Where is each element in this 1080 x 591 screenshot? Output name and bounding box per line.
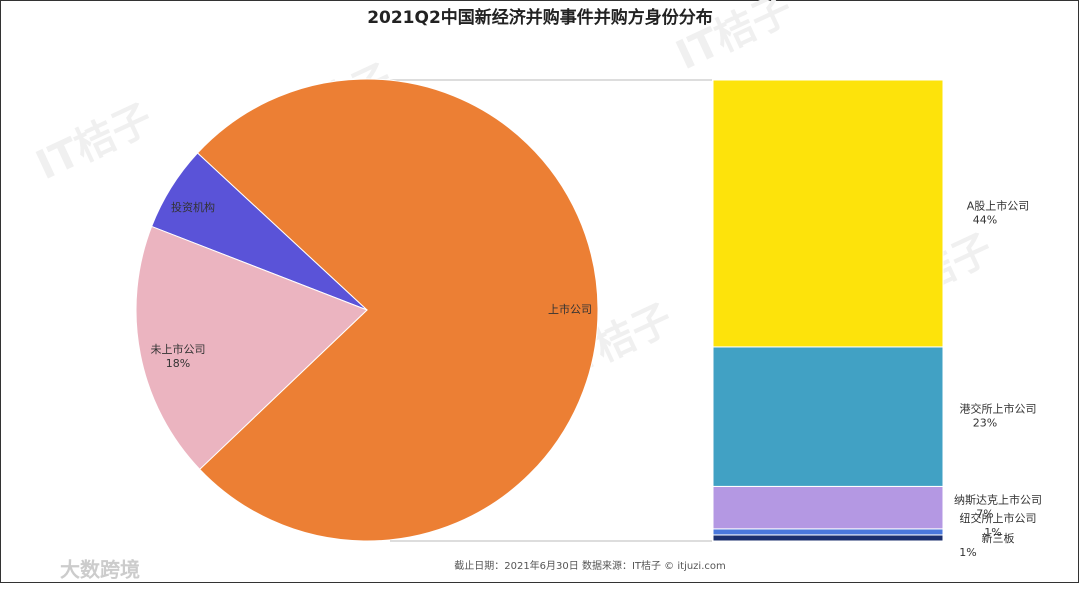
chart-title: 2021Q2中国新经济并购事件并购方身份分布 xyxy=(367,7,713,28)
pie-slice xyxy=(135,225,368,471)
bar-segment xyxy=(712,485,944,530)
segment-label: 纳斯达克上市公司 xyxy=(954,493,1042,507)
segment-label: 新三板 xyxy=(982,531,1015,545)
segment-label: A股上市公司 xyxy=(967,198,1030,212)
bar-segment xyxy=(712,79,944,348)
segment-value: 23% xyxy=(973,417,997,430)
logo: 大数跨境 xyxy=(60,558,140,582)
segment-label: 纽交所上市公司 xyxy=(960,511,1037,525)
segment-value: 44% xyxy=(973,213,997,226)
slice-label: 投资机构 xyxy=(171,200,215,214)
bar-segment xyxy=(712,534,944,542)
segment-label: 港交所上市公司 xyxy=(960,402,1037,416)
slice-label: 上市公司 xyxy=(548,302,592,316)
segment-value: 7% xyxy=(976,508,993,521)
bar-segment xyxy=(712,346,944,487)
segment-value: 1% xyxy=(984,526,1001,539)
slice-value: 18% xyxy=(166,357,190,370)
source: 截止日期：2021年6月30日 数据来源：IT桔子 © itjuzi.com xyxy=(454,559,726,572)
segment-value: 1% xyxy=(959,546,976,559)
bar-segment xyxy=(712,528,944,536)
watermark: IT桔子 xyxy=(29,96,159,189)
pie-slice xyxy=(196,78,599,542)
slice-label: 未上市公司 xyxy=(151,342,206,356)
